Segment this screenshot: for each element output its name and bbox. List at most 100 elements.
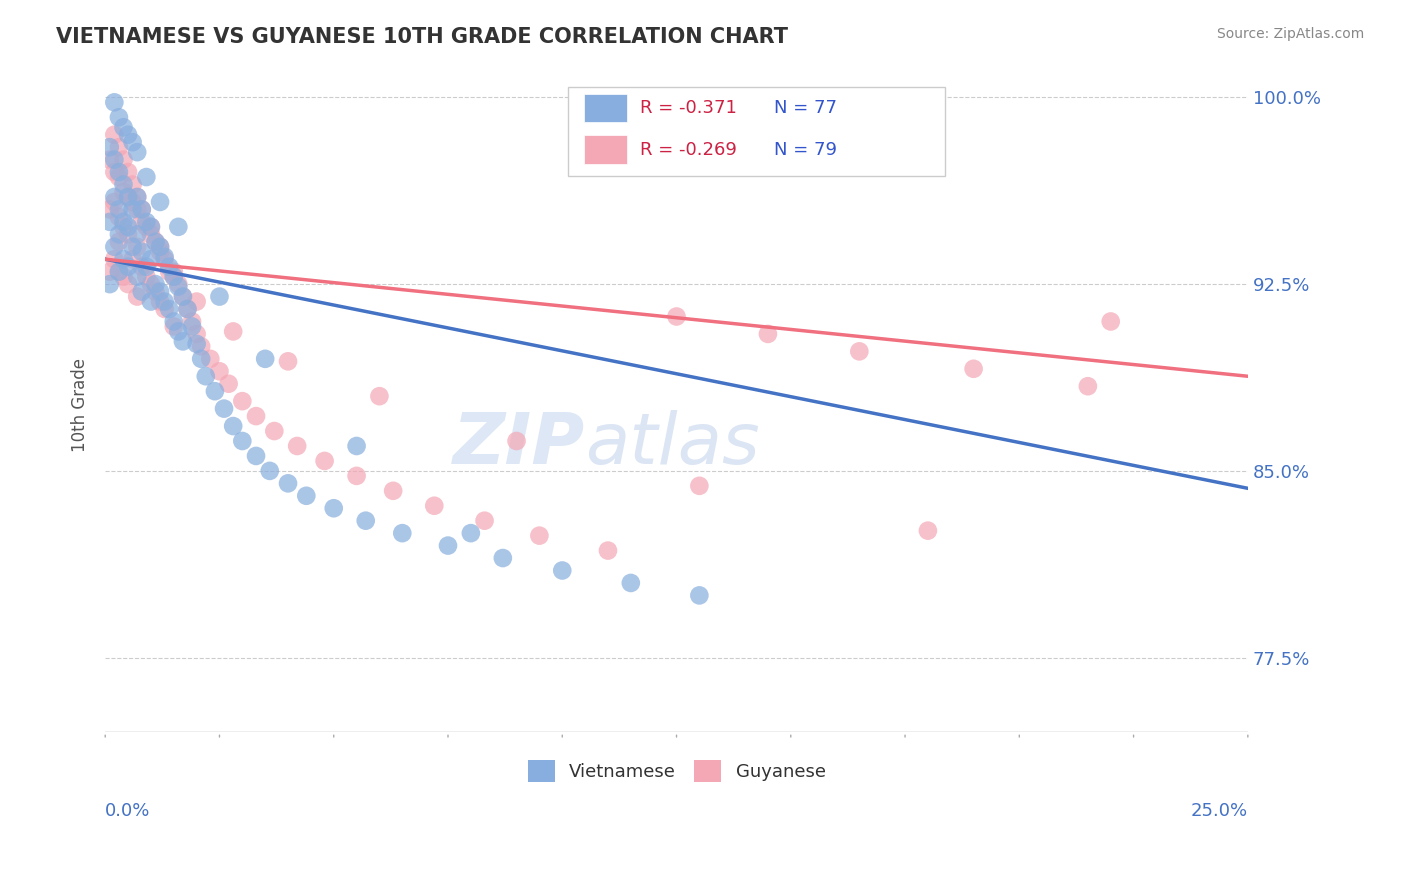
Point bbox=[172, 289, 194, 303]
Point bbox=[135, 219, 157, 234]
Point bbox=[204, 384, 226, 399]
Point bbox=[108, 265, 131, 279]
Point bbox=[391, 526, 413, 541]
Point bbox=[176, 301, 198, 316]
Point bbox=[112, 252, 135, 267]
Point bbox=[127, 269, 149, 284]
Point bbox=[131, 260, 153, 274]
Point bbox=[117, 190, 139, 204]
Point bbox=[131, 244, 153, 259]
Point bbox=[127, 289, 149, 303]
Point bbox=[103, 95, 125, 110]
Point bbox=[277, 354, 299, 368]
Point bbox=[103, 252, 125, 267]
Text: Source: ZipAtlas.com: Source: ZipAtlas.com bbox=[1216, 27, 1364, 41]
Point bbox=[108, 235, 131, 249]
Text: N = 77: N = 77 bbox=[773, 99, 837, 117]
Point bbox=[139, 219, 162, 234]
Point bbox=[103, 153, 125, 167]
Point bbox=[222, 419, 245, 434]
Point bbox=[505, 434, 527, 448]
Point bbox=[157, 265, 180, 279]
Point bbox=[153, 252, 176, 267]
Point bbox=[167, 219, 190, 234]
Point bbox=[103, 165, 125, 179]
Point bbox=[108, 165, 131, 179]
Point bbox=[103, 128, 125, 142]
Point bbox=[145, 285, 167, 299]
Point bbox=[108, 210, 131, 224]
Point bbox=[112, 219, 135, 234]
Point bbox=[208, 289, 231, 303]
Point bbox=[176, 301, 198, 316]
Point bbox=[153, 294, 176, 309]
Point bbox=[1099, 314, 1122, 328]
Point bbox=[163, 269, 186, 284]
Point bbox=[117, 227, 139, 242]
Text: R = -0.371: R = -0.371 bbox=[640, 99, 737, 117]
Point bbox=[368, 389, 391, 403]
Text: N = 79: N = 79 bbox=[773, 141, 837, 159]
Point bbox=[98, 153, 121, 167]
Point bbox=[135, 260, 157, 274]
Point bbox=[492, 551, 515, 566]
Point bbox=[285, 439, 308, 453]
Point bbox=[245, 449, 267, 463]
Point bbox=[131, 202, 153, 217]
Point bbox=[259, 464, 281, 478]
Point bbox=[167, 279, 190, 293]
Point bbox=[139, 219, 162, 234]
Point bbox=[474, 514, 496, 528]
Y-axis label: 10th Grade: 10th Grade bbox=[72, 358, 89, 452]
Point bbox=[231, 394, 253, 409]
Point bbox=[131, 215, 153, 229]
Point bbox=[218, 376, 240, 391]
Point bbox=[108, 110, 131, 124]
Point bbox=[917, 524, 939, 538]
Point bbox=[382, 483, 405, 498]
Point bbox=[231, 434, 253, 448]
Point bbox=[121, 252, 143, 267]
Point bbox=[186, 337, 208, 351]
Point bbox=[127, 190, 149, 204]
Point bbox=[181, 314, 204, 328]
Point bbox=[222, 325, 245, 339]
Point bbox=[186, 294, 208, 309]
Point bbox=[108, 265, 131, 279]
Text: R = -0.269: R = -0.269 bbox=[640, 141, 737, 159]
Text: 0.0%: 0.0% bbox=[105, 802, 150, 820]
Point bbox=[108, 169, 131, 184]
Point bbox=[1077, 379, 1099, 393]
Point bbox=[346, 439, 368, 453]
Point bbox=[145, 235, 167, 249]
Point bbox=[848, 344, 870, 359]
Point bbox=[149, 194, 172, 209]
Point bbox=[112, 153, 135, 167]
Point bbox=[153, 250, 176, 264]
Point bbox=[245, 409, 267, 423]
Point bbox=[181, 319, 204, 334]
Text: atlas: atlas bbox=[585, 409, 759, 479]
Point bbox=[131, 202, 153, 217]
Point bbox=[163, 314, 186, 328]
Point bbox=[145, 235, 167, 249]
Point bbox=[157, 260, 180, 274]
Point bbox=[98, 140, 121, 154]
Point bbox=[131, 285, 153, 299]
Point bbox=[108, 227, 131, 242]
Point bbox=[529, 528, 551, 542]
Point bbox=[121, 194, 143, 209]
Point bbox=[596, 543, 619, 558]
Point bbox=[423, 499, 446, 513]
Point bbox=[277, 476, 299, 491]
Point bbox=[117, 190, 139, 204]
Point bbox=[112, 215, 135, 229]
Point bbox=[127, 202, 149, 217]
Point bbox=[135, 215, 157, 229]
Point bbox=[153, 301, 176, 316]
Point bbox=[145, 277, 167, 292]
Point bbox=[121, 178, 143, 192]
Point bbox=[117, 219, 139, 234]
Point bbox=[117, 260, 139, 274]
Point bbox=[212, 401, 235, 416]
